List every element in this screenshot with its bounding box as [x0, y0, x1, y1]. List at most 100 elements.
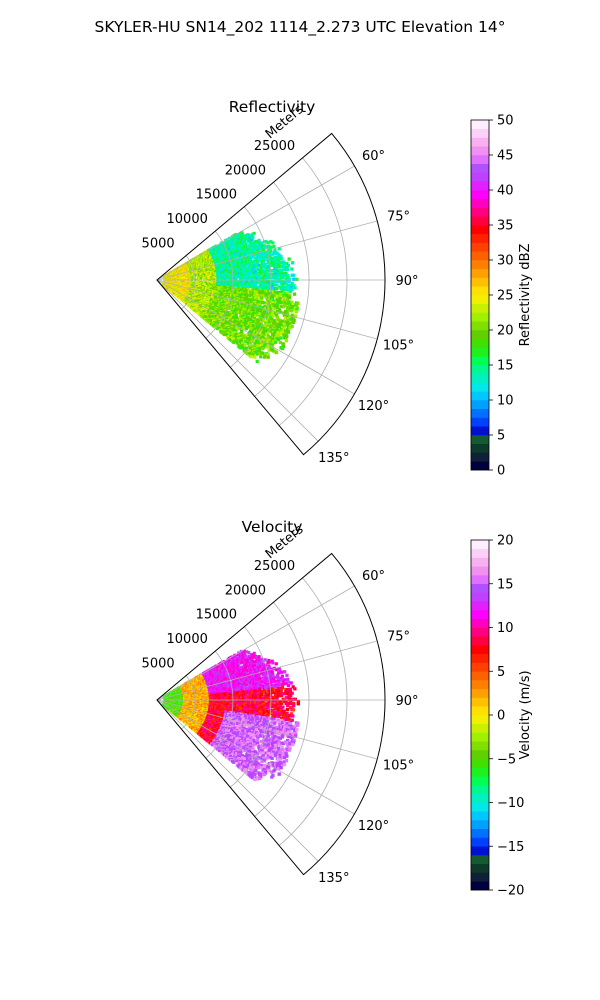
colorbar-swatch [471, 732, 489, 742]
panel-title: Velocity [242, 518, 303, 536]
colorbar-tick-label: 10 [497, 621, 514, 636]
colorbar-swatch [471, 837, 489, 847]
colorbar-swatch [471, 373, 489, 383]
range-ring [230, 206, 272, 368]
colorbar-swatch [471, 225, 489, 235]
colorbar-swatch [471, 461, 489, 471]
colorbar-swatch [471, 750, 489, 760]
range-ring [254, 182, 310, 397]
range-ring [205, 650, 234, 759]
colorbar-swatch [471, 855, 489, 865]
colorbar-swatch [471, 881, 489, 891]
colorbar-tick-label: 5 [497, 665, 505, 680]
radial-tick-label: 20000 [225, 163, 266, 178]
radial-tick-label: 25000 [254, 559, 295, 574]
colorbar-swatch [471, 583, 489, 593]
radial-tick-label: 15000 [196, 608, 237, 623]
colorbar-swatch [471, 408, 489, 418]
reflectivity-panel: Reflectivity500010000150002000025000Mete… [142, 98, 533, 479]
radial-tick-label: 25000 [254, 139, 295, 154]
colorbar-swatch [471, 347, 489, 357]
colorbar-swatch [471, 181, 489, 191]
sector-outline [156, 552, 386, 876]
colorbar-swatch [471, 653, 489, 663]
angle-gridline [156, 585, 355, 701]
colorbar-tick-label: 30 [497, 254, 514, 269]
colorbar-swatch [471, 356, 489, 366]
colorbar-swatch [471, 391, 489, 401]
colorbar-tick-label: −10 [497, 796, 524, 811]
angle-tick-label: 90° [395, 274, 418, 289]
colorbar-swatch [471, 846, 489, 856]
colorbar-swatch [471, 811, 489, 821]
angle-gridline [156, 699, 319, 862]
colorbar-swatch [471, 277, 489, 287]
colorbar-swatch [471, 767, 489, 777]
colorbar-swatch [471, 758, 489, 768]
colorbar-swatch [471, 645, 489, 655]
panel-title: Reflectivity [229, 98, 316, 116]
angle-tick-label: 120° [358, 819, 389, 834]
colorbar-tick-label: 10 [497, 394, 514, 409]
colorbar-swatch [471, 190, 489, 200]
radar-echo [161, 649, 301, 782]
colorbar-swatch [471, 697, 489, 707]
colorbar-tick-label: 45 [497, 149, 514, 164]
colorbar-swatch [471, 443, 489, 453]
colorbar-tick-label: −20 [497, 884, 524, 899]
angle-tick-label: 75° [387, 209, 410, 224]
angle-tick-label: 135° [318, 871, 349, 886]
colorbar-swatch [471, 688, 489, 698]
colorbar-swatch [471, 295, 489, 305]
colorbar: −20 −15 −10 −5 0 5 10 15 20 Velocity (m/s) [470, 534, 533, 899]
colorbar-tick-label: 0 [497, 709, 505, 724]
angle-gridline [156, 699, 378, 760]
colorbar-swatch [471, 723, 489, 733]
colorbar-swatch [471, 338, 489, 348]
angle-gridline [156, 279, 378, 340]
colorbar-tick-label: 5 [497, 429, 505, 444]
colorbar-swatch [471, 242, 489, 252]
colorbar-label: Velocity (m/s) [518, 670, 533, 759]
angle-tick-label: 60° [362, 569, 385, 584]
colorbar-tick-label: 25 [497, 289, 514, 304]
range-ring [278, 577, 348, 846]
range-ring [230, 626, 272, 788]
colorbar-swatch [471, 120, 489, 130]
colorbar-swatch [471, 671, 489, 681]
colorbar-swatch [471, 575, 489, 585]
velocity-panel: Velocity500010000150002000025000Meters60… [142, 518, 533, 899]
colorbar-swatch [471, 163, 489, 173]
colorbar: 0 5 10 15 20 25 30 35 40 45 50 Reflectivity dBZ [470, 114, 533, 479]
colorbar-swatch [471, 610, 489, 620]
colorbar-label: Reflectivity dBZ [518, 244, 533, 347]
figure-title: SKYLER-HU SN14_202 1114_2.273 UTC Elevat… [95, 18, 506, 37]
colorbar-tick-label: 50 [497, 114, 514, 129]
colorbar-swatch [471, 785, 489, 795]
angle-gridline [156, 640, 378, 701]
angle-tick-label: 90° [395, 694, 418, 709]
colorbar-swatch [471, 680, 489, 690]
angle-gridline [156, 165, 355, 281]
angle-gridline [156, 279, 355, 395]
angle-tick-label: 60° [362, 149, 385, 164]
colorbar-swatch [471, 627, 489, 637]
colorbar-swatch [471, 128, 489, 138]
colorbar-swatch [471, 706, 489, 716]
colorbar-swatch [471, 426, 489, 436]
colorbar-swatch [471, 155, 489, 165]
radial-tick-label: 5000 [142, 657, 175, 672]
colorbar-swatch [471, 207, 489, 217]
radial-tick-label: 10000 [167, 632, 208, 647]
radial-tick-label: 20000 [225, 583, 266, 598]
angle-tick-label: 135° [318, 451, 349, 466]
colorbar-tick-label: 20 [497, 324, 514, 339]
colorbar-swatch [471, 146, 489, 156]
range-ring [254, 602, 310, 817]
colorbar-swatch [471, 828, 489, 838]
colorbar-swatch [471, 260, 489, 270]
colorbar-tick-label: −5 [497, 752, 516, 767]
colorbar-swatch [471, 662, 489, 672]
angle-tick-label: 120° [358, 399, 389, 414]
